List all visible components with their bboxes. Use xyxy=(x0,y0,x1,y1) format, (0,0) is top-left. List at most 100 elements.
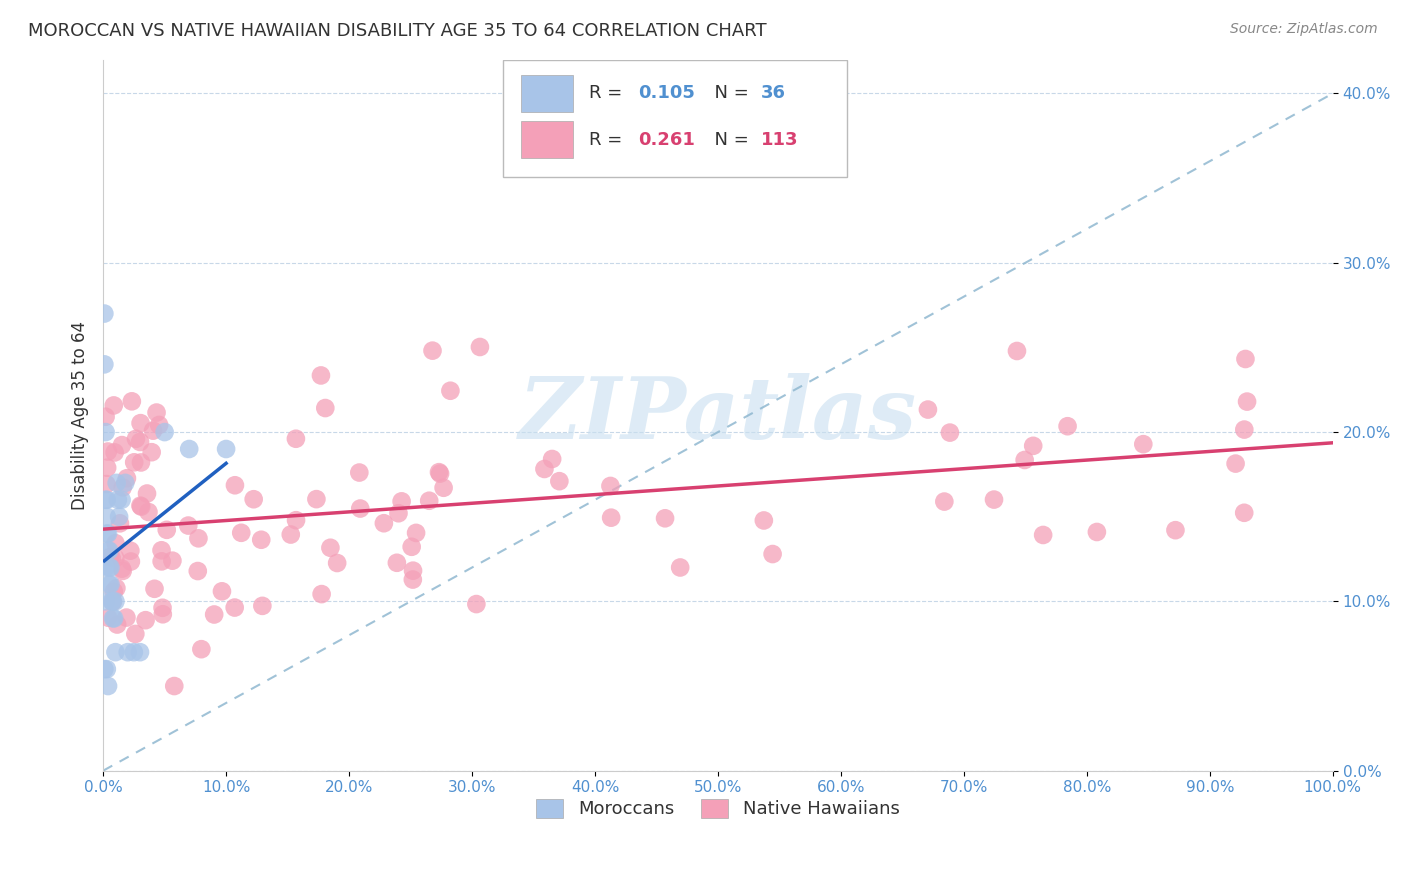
Point xyxy=(96,492,118,507)
Point xyxy=(314,401,336,415)
Point xyxy=(224,600,246,615)
Y-axis label: Disability Age 35 to 64: Disability Age 35 to 64 xyxy=(72,320,89,509)
Point xyxy=(654,511,676,525)
Point xyxy=(422,343,444,358)
Point xyxy=(138,505,160,519)
Point xyxy=(600,510,623,524)
Point xyxy=(129,500,152,514)
Point xyxy=(250,533,273,547)
Point xyxy=(98,577,121,591)
Point xyxy=(115,610,138,624)
Point xyxy=(94,409,117,424)
Point xyxy=(433,481,456,495)
Point xyxy=(468,340,491,354)
Point xyxy=(752,513,775,527)
Point xyxy=(104,445,127,459)
Point xyxy=(187,564,209,578)
Point xyxy=(129,416,152,430)
Point xyxy=(97,444,120,458)
Point xyxy=(135,613,157,627)
Point xyxy=(104,536,127,550)
Legend: Moroccans, Native Hawaiians: Moroccans, Native Hawaiians xyxy=(529,792,907,826)
Point xyxy=(98,560,121,574)
Point xyxy=(305,492,328,507)
Text: Source: ZipAtlas.com: Source: ZipAtlas.com xyxy=(1230,22,1378,37)
Point xyxy=(111,438,134,452)
FancyBboxPatch shape xyxy=(522,121,572,159)
Point xyxy=(326,556,349,570)
Point xyxy=(111,564,134,578)
Point xyxy=(124,627,146,641)
Point xyxy=(541,452,564,467)
FancyBboxPatch shape xyxy=(522,75,572,112)
Point xyxy=(122,455,145,469)
Point xyxy=(1022,439,1045,453)
Point xyxy=(156,523,179,537)
Point xyxy=(98,543,121,558)
Point xyxy=(391,494,413,508)
Point xyxy=(190,642,212,657)
Point xyxy=(136,486,159,500)
Point xyxy=(162,554,184,568)
Point xyxy=(385,556,408,570)
Point xyxy=(152,600,174,615)
Point xyxy=(104,594,127,608)
Point xyxy=(1164,523,1187,537)
Point xyxy=(179,442,201,456)
Point xyxy=(187,532,209,546)
Point xyxy=(105,617,128,632)
Point xyxy=(93,357,115,371)
Point xyxy=(120,543,142,558)
Point xyxy=(94,594,117,608)
Point xyxy=(1236,394,1258,409)
Text: 36: 36 xyxy=(761,84,786,102)
Point xyxy=(280,527,302,541)
Point xyxy=(107,492,129,507)
Text: MOROCCAN VS NATIVE HAWAIIAN DISABILITY AGE 35 TO 64 CORRELATION CHART: MOROCCAN VS NATIVE HAWAIIAN DISABILITY A… xyxy=(28,22,766,40)
Point xyxy=(231,525,253,540)
Point xyxy=(1056,419,1078,434)
Point xyxy=(373,516,395,531)
Point xyxy=(100,560,122,574)
Point xyxy=(215,442,238,456)
Point xyxy=(1233,506,1256,520)
Point xyxy=(349,501,371,516)
Text: R =: R = xyxy=(589,131,628,149)
Point xyxy=(105,475,128,490)
Text: R =: R = xyxy=(589,84,628,102)
Text: ZIPatlas: ZIPatlas xyxy=(519,374,917,457)
Point xyxy=(465,597,488,611)
Point xyxy=(101,611,124,625)
Point xyxy=(387,506,409,520)
Text: N =: N = xyxy=(703,131,755,149)
Point xyxy=(418,493,440,508)
Point xyxy=(148,417,170,432)
Point xyxy=(402,573,425,587)
Point xyxy=(105,581,128,595)
Point xyxy=(762,547,785,561)
Point xyxy=(129,499,152,513)
Point xyxy=(94,560,117,574)
Point xyxy=(1233,423,1256,437)
Point xyxy=(429,467,451,481)
Point xyxy=(93,307,115,321)
Point xyxy=(401,540,423,554)
Point xyxy=(163,679,186,693)
Point xyxy=(319,541,342,555)
Point xyxy=(152,607,174,622)
Point xyxy=(108,516,131,531)
Point xyxy=(100,551,122,566)
Point xyxy=(405,525,427,540)
Point xyxy=(439,384,461,398)
Point xyxy=(96,526,118,541)
Point xyxy=(97,526,120,541)
Text: 113: 113 xyxy=(761,131,799,149)
Text: N =: N = xyxy=(703,84,755,102)
Point xyxy=(101,595,124,609)
Point xyxy=(934,494,956,508)
Point xyxy=(285,513,308,527)
Point xyxy=(141,445,163,459)
Point xyxy=(117,645,139,659)
Point xyxy=(143,582,166,596)
Point xyxy=(100,594,122,608)
